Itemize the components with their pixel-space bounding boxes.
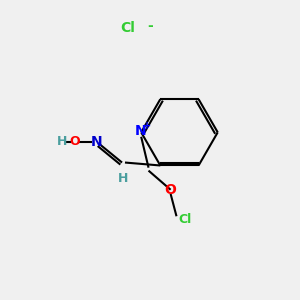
Text: N: N (91, 135, 103, 149)
Text: -: - (147, 19, 153, 33)
Text: O: O (165, 183, 176, 197)
Text: H: H (118, 172, 129, 185)
Text: O: O (70, 135, 80, 148)
Text: N: N (135, 124, 147, 138)
Text: Cl: Cl (121, 21, 135, 35)
Text: H: H (56, 135, 67, 148)
Text: Cl: Cl (178, 213, 191, 226)
Text: +: + (143, 121, 151, 131)
